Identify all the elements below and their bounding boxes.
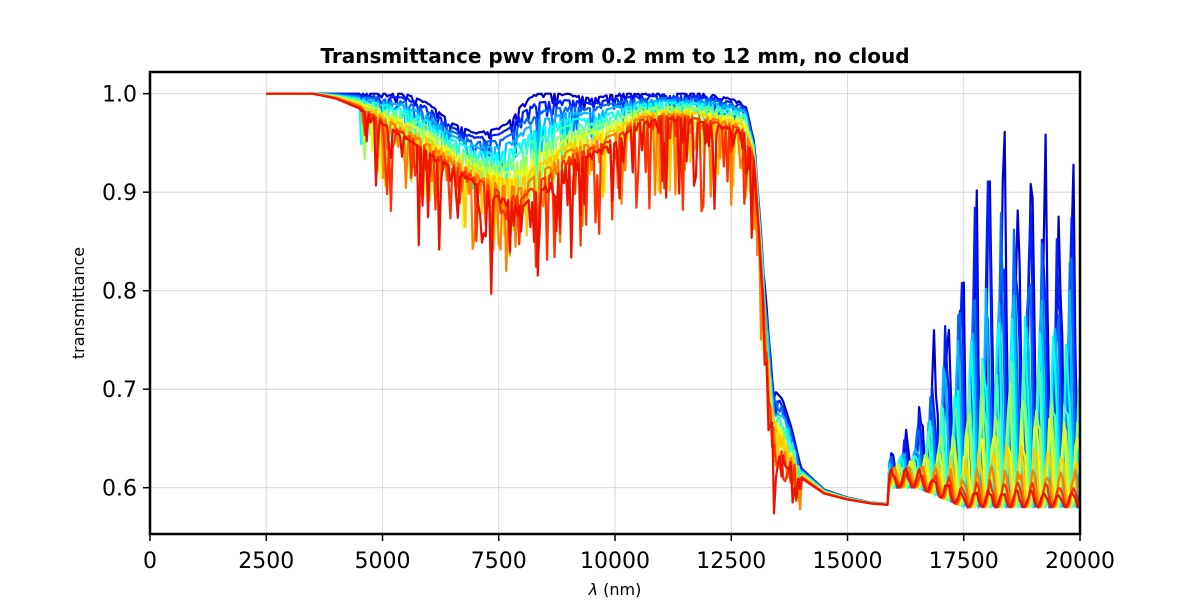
y-tick-label: 0.8 bbox=[102, 280, 137, 305]
x-tick-label: 12500 bbox=[696, 549, 766, 574]
x-tick-label: 2500 bbox=[238, 549, 294, 574]
chart-title: Transmittance pwv from 0.2 mm to 12 mm, … bbox=[320, 44, 909, 68]
series-line bbox=[266, 92, 1081, 509]
x-axis-label-symbol: λ bbox=[588, 580, 598, 599]
y-axis-label: transmittance bbox=[69, 247, 88, 359]
series-line bbox=[266, 92, 1081, 509]
x-tick-label: 5000 bbox=[355, 549, 411, 574]
y-tick-label: 0.7 bbox=[102, 378, 137, 403]
x-axis-label-unit: (nm) bbox=[598, 580, 641, 599]
series-line bbox=[266, 92, 1080, 515]
x-tick-label: 7500 bbox=[471, 549, 527, 574]
y-tick-label: 1.0 bbox=[102, 83, 137, 108]
x-axis-label: λ (nm) bbox=[588, 580, 642, 599]
tick-group: 0 2500 5000 7500 10000 12500 15000 17500 20000 0.… bbox=[102, 83, 1115, 574]
y-tick-label: 0.9 bbox=[102, 181, 137, 206]
x-tick-label: 10000 bbox=[580, 549, 650, 574]
x-tick-label: 20000 bbox=[1045, 549, 1115, 574]
series-line bbox=[266, 92, 1081, 509]
x-tick-label: 15000 bbox=[813, 549, 883, 574]
x-tick-label: 0 bbox=[143, 549, 157, 574]
x-tick-label: 17500 bbox=[929, 549, 999, 574]
y-tick-label: 0.6 bbox=[102, 477, 137, 502]
series-group bbox=[266, 92, 1081, 515]
